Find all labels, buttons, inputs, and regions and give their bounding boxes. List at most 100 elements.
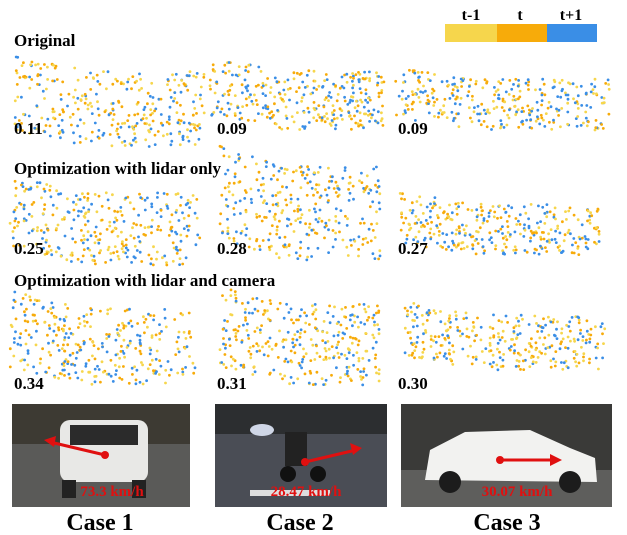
point bbox=[411, 90, 414, 93]
point bbox=[481, 238, 484, 241]
point bbox=[301, 361, 304, 364]
point bbox=[123, 140, 126, 143]
point bbox=[407, 95, 410, 98]
point bbox=[262, 189, 265, 192]
point bbox=[512, 99, 515, 102]
point bbox=[593, 241, 596, 244]
point bbox=[45, 124, 48, 127]
point bbox=[253, 248, 256, 251]
point bbox=[461, 333, 464, 336]
point bbox=[291, 115, 294, 118]
point bbox=[328, 186, 331, 189]
point bbox=[455, 233, 458, 236]
point bbox=[227, 227, 230, 230]
point bbox=[36, 74, 39, 77]
point bbox=[63, 324, 66, 327]
point bbox=[83, 320, 86, 323]
point bbox=[351, 100, 354, 103]
point bbox=[408, 354, 411, 357]
point bbox=[238, 157, 241, 160]
point bbox=[242, 366, 245, 369]
point bbox=[299, 315, 302, 318]
point bbox=[83, 196, 86, 199]
point bbox=[342, 239, 345, 242]
point bbox=[550, 321, 553, 324]
point bbox=[587, 120, 590, 123]
point bbox=[99, 381, 102, 384]
point bbox=[530, 337, 533, 340]
point bbox=[439, 320, 442, 323]
point bbox=[46, 78, 49, 81]
point bbox=[285, 358, 288, 361]
point bbox=[53, 316, 56, 319]
point bbox=[189, 70, 192, 73]
point bbox=[330, 180, 333, 183]
point bbox=[192, 362, 195, 365]
point bbox=[439, 206, 442, 209]
point bbox=[117, 235, 120, 238]
point bbox=[216, 107, 219, 110]
point bbox=[132, 139, 135, 142]
point bbox=[503, 208, 506, 211]
point bbox=[194, 143, 197, 146]
point bbox=[308, 323, 311, 326]
point bbox=[305, 314, 308, 317]
point bbox=[150, 231, 153, 234]
point bbox=[360, 91, 363, 94]
point bbox=[377, 122, 380, 125]
point bbox=[334, 238, 337, 241]
point bbox=[181, 211, 184, 214]
point bbox=[96, 100, 99, 103]
point bbox=[299, 247, 302, 250]
point bbox=[566, 111, 569, 114]
point bbox=[367, 110, 370, 113]
point bbox=[169, 89, 172, 92]
point bbox=[182, 135, 185, 138]
point bbox=[60, 93, 63, 96]
point bbox=[321, 330, 324, 333]
point bbox=[286, 117, 289, 120]
point bbox=[576, 316, 579, 319]
point bbox=[43, 188, 46, 191]
point bbox=[234, 161, 237, 164]
point bbox=[42, 212, 45, 215]
point bbox=[457, 112, 460, 115]
point bbox=[460, 85, 463, 88]
point bbox=[139, 335, 142, 338]
point bbox=[377, 110, 380, 113]
point bbox=[521, 120, 524, 123]
point bbox=[471, 243, 474, 246]
point bbox=[561, 368, 564, 371]
point bbox=[245, 87, 248, 90]
point bbox=[250, 100, 253, 103]
point bbox=[238, 74, 241, 77]
point bbox=[446, 80, 449, 83]
point bbox=[118, 334, 121, 337]
point bbox=[488, 212, 491, 215]
point bbox=[98, 195, 101, 198]
point bbox=[140, 361, 143, 364]
point bbox=[465, 317, 468, 320]
point bbox=[378, 332, 381, 335]
point bbox=[602, 342, 605, 345]
point bbox=[380, 91, 383, 94]
point bbox=[229, 85, 232, 88]
point bbox=[13, 337, 16, 340]
point bbox=[228, 61, 231, 64]
point bbox=[364, 332, 367, 335]
point bbox=[168, 115, 171, 118]
point bbox=[150, 127, 153, 130]
point bbox=[312, 383, 315, 386]
point bbox=[322, 358, 325, 361]
point bbox=[360, 378, 363, 381]
point bbox=[498, 204, 501, 207]
point bbox=[407, 108, 410, 111]
point bbox=[346, 224, 349, 227]
point bbox=[120, 350, 123, 353]
point bbox=[349, 182, 352, 185]
point bbox=[224, 173, 227, 176]
point bbox=[215, 81, 218, 84]
point bbox=[39, 181, 42, 184]
point bbox=[55, 227, 58, 230]
point bbox=[290, 194, 293, 197]
